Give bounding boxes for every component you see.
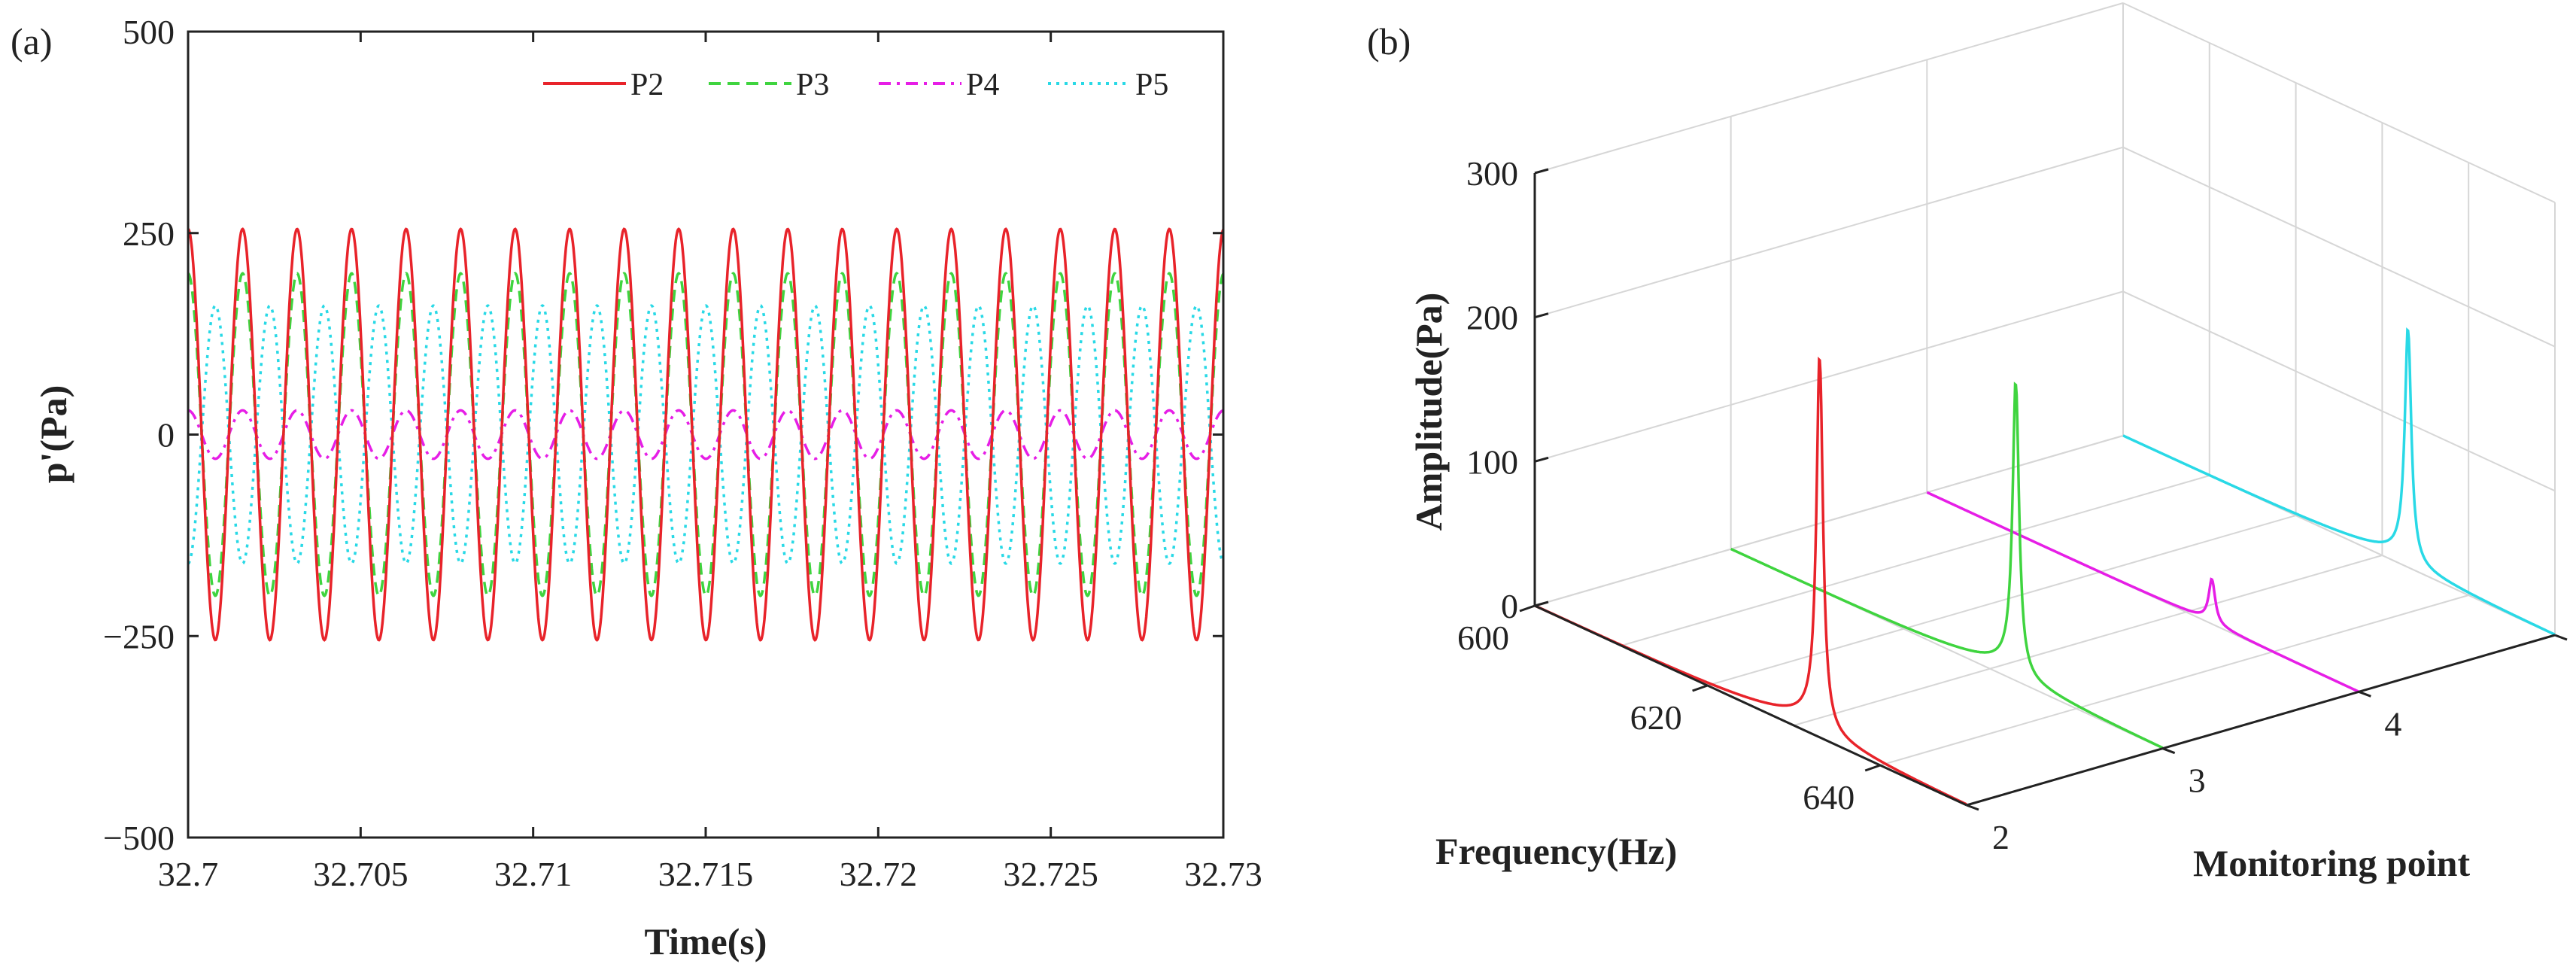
x-tick-label: 32.725 (1003, 855, 1098, 893)
x-tick-label: 32.715 (658, 855, 754, 893)
legend-label-p5: P5 (1135, 68, 1168, 102)
monitoring-point-tick-mark (2162, 747, 2176, 755)
back-wall-grid-line (1534, 146, 2124, 318)
amplitude-tick-mark (1534, 312, 1549, 319)
frequency-tick-mark (1519, 604, 1536, 613)
y-tick-label: 0 (157, 416, 175, 455)
legend-label-p2: P2 (630, 68, 664, 102)
monitoring-point-tick-mark (2554, 634, 2568, 641)
legend-label-p4: P4 (966, 68, 999, 102)
y-tick-label: −500 (103, 819, 175, 857)
x-tick-label: 32.705 (313, 855, 409, 893)
x-tick-label: 32.72 (840, 855, 918, 893)
panel-a-y-axis-label: p'(Pa) (32, 385, 74, 484)
x-tick-label: 32.73 (1184, 855, 1262, 893)
floor-grid-line (1879, 594, 2469, 766)
frequency-axis-line (1534, 604, 1967, 807)
panel-a-frame (187, 30, 1225, 839)
frequency-tick-label: 600 (1457, 619, 1509, 657)
amplitude-tick-mark (1534, 168, 1549, 175)
amplitude-tick-mark (1534, 600, 1549, 607)
series-line-p5 (187, 304, 1225, 565)
y-tick-label: 500 (123, 13, 175, 51)
panel-b-spectra-group (1534, 327, 2556, 806)
y-tick-label: 250 (123, 214, 175, 253)
spectrum-line-point-2 (1534, 356, 1967, 806)
amplitude-tick-label: 200 (1466, 299, 1518, 337)
frequency-tick-label: 620 (1630, 698, 1682, 737)
panel-a-ticks: 32.7 32.705 32.71 32.715 32.72 32.725 32.73 500… (103, 13, 1262, 893)
panel-a-x-axis-label: Time(s) (645, 920, 767, 962)
panel-b: (b) 01002003006006206402345 Amplitude(Pa… (1367, 2, 2568, 884)
spectrum-line-point-5 (2122, 327, 2556, 636)
panel-b-ticks: 01002003006006206402345 (1457, 154, 2568, 856)
amplitude-tick-mark (1534, 456, 1549, 463)
floor-grid-line (1707, 515, 2296, 686)
side-wall-grid-line (2122, 2, 2556, 203)
panel-b-monitoring-point-axis-label: Monitoring point (2193, 842, 2470, 884)
spectrum-line-point-3 (1730, 382, 2164, 749)
monitoring-point-tick-mark (2358, 690, 2371, 698)
series-line-p4 (188, 409, 1224, 461)
panel-b-amplitude-axis-label: Amplitude(Pa) (1408, 293, 1450, 531)
panel-a-legend: P2 P3 P4 P5 (543, 68, 1168, 102)
spectrum-line-point-4 (1926, 491, 2360, 693)
panel-a-series-group (187, 227, 1225, 642)
back-wall-grid-line (1534, 2, 2124, 174)
x-tick-label: 32.71 (494, 855, 573, 893)
side-wall-grid-line (2122, 146, 2556, 348)
monitoring-point-tick-label: 4 (2384, 704, 2401, 743)
floor-grid-line (1794, 555, 2383, 726)
amplitude-tick-label: 100 (1466, 442, 1518, 481)
panel-a: (a) 32.7 32.705 32.71 32.715 32.72 32.725 32.7… (11, 13, 1262, 962)
frequency-tick-mark (1692, 684, 1709, 692)
back-wall-grid-line (1534, 290, 2124, 463)
back-wall-grid-line (1534, 435, 2124, 607)
x-tick-label: 32.7 (158, 855, 219, 893)
amplitude-tick-label: 300 (1466, 154, 1518, 193)
frequency-tick-label: 640 (1803, 778, 1855, 816)
amplitude-tick-label: 0 (1501, 587, 1518, 625)
floor-grid-line (1621, 475, 2210, 646)
side-wall-grid-line (2122, 290, 2556, 492)
monitoring-point-tick-label: 3 (2189, 762, 2206, 800)
series-line-p2 (187, 227, 1225, 642)
legend-label-p3: P3 (796, 68, 829, 102)
frequency-tick-mark (1864, 764, 1881, 772)
monitoring-point-tick-mark (1966, 804, 1979, 811)
monitoring-point-tick-label: 2 (1992, 818, 2009, 856)
panel-b-frequency-axis-label: Frequency(Hz) (1435, 830, 1677, 872)
y-tick-label: −250 (103, 617, 175, 655)
panel-a-label: (a) (11, 20, 53, 62)
monitoring-point-axis-line (1966, 634, 2556, 807)
panel-b-label: (b) (1367, 20, 1411, 62)
